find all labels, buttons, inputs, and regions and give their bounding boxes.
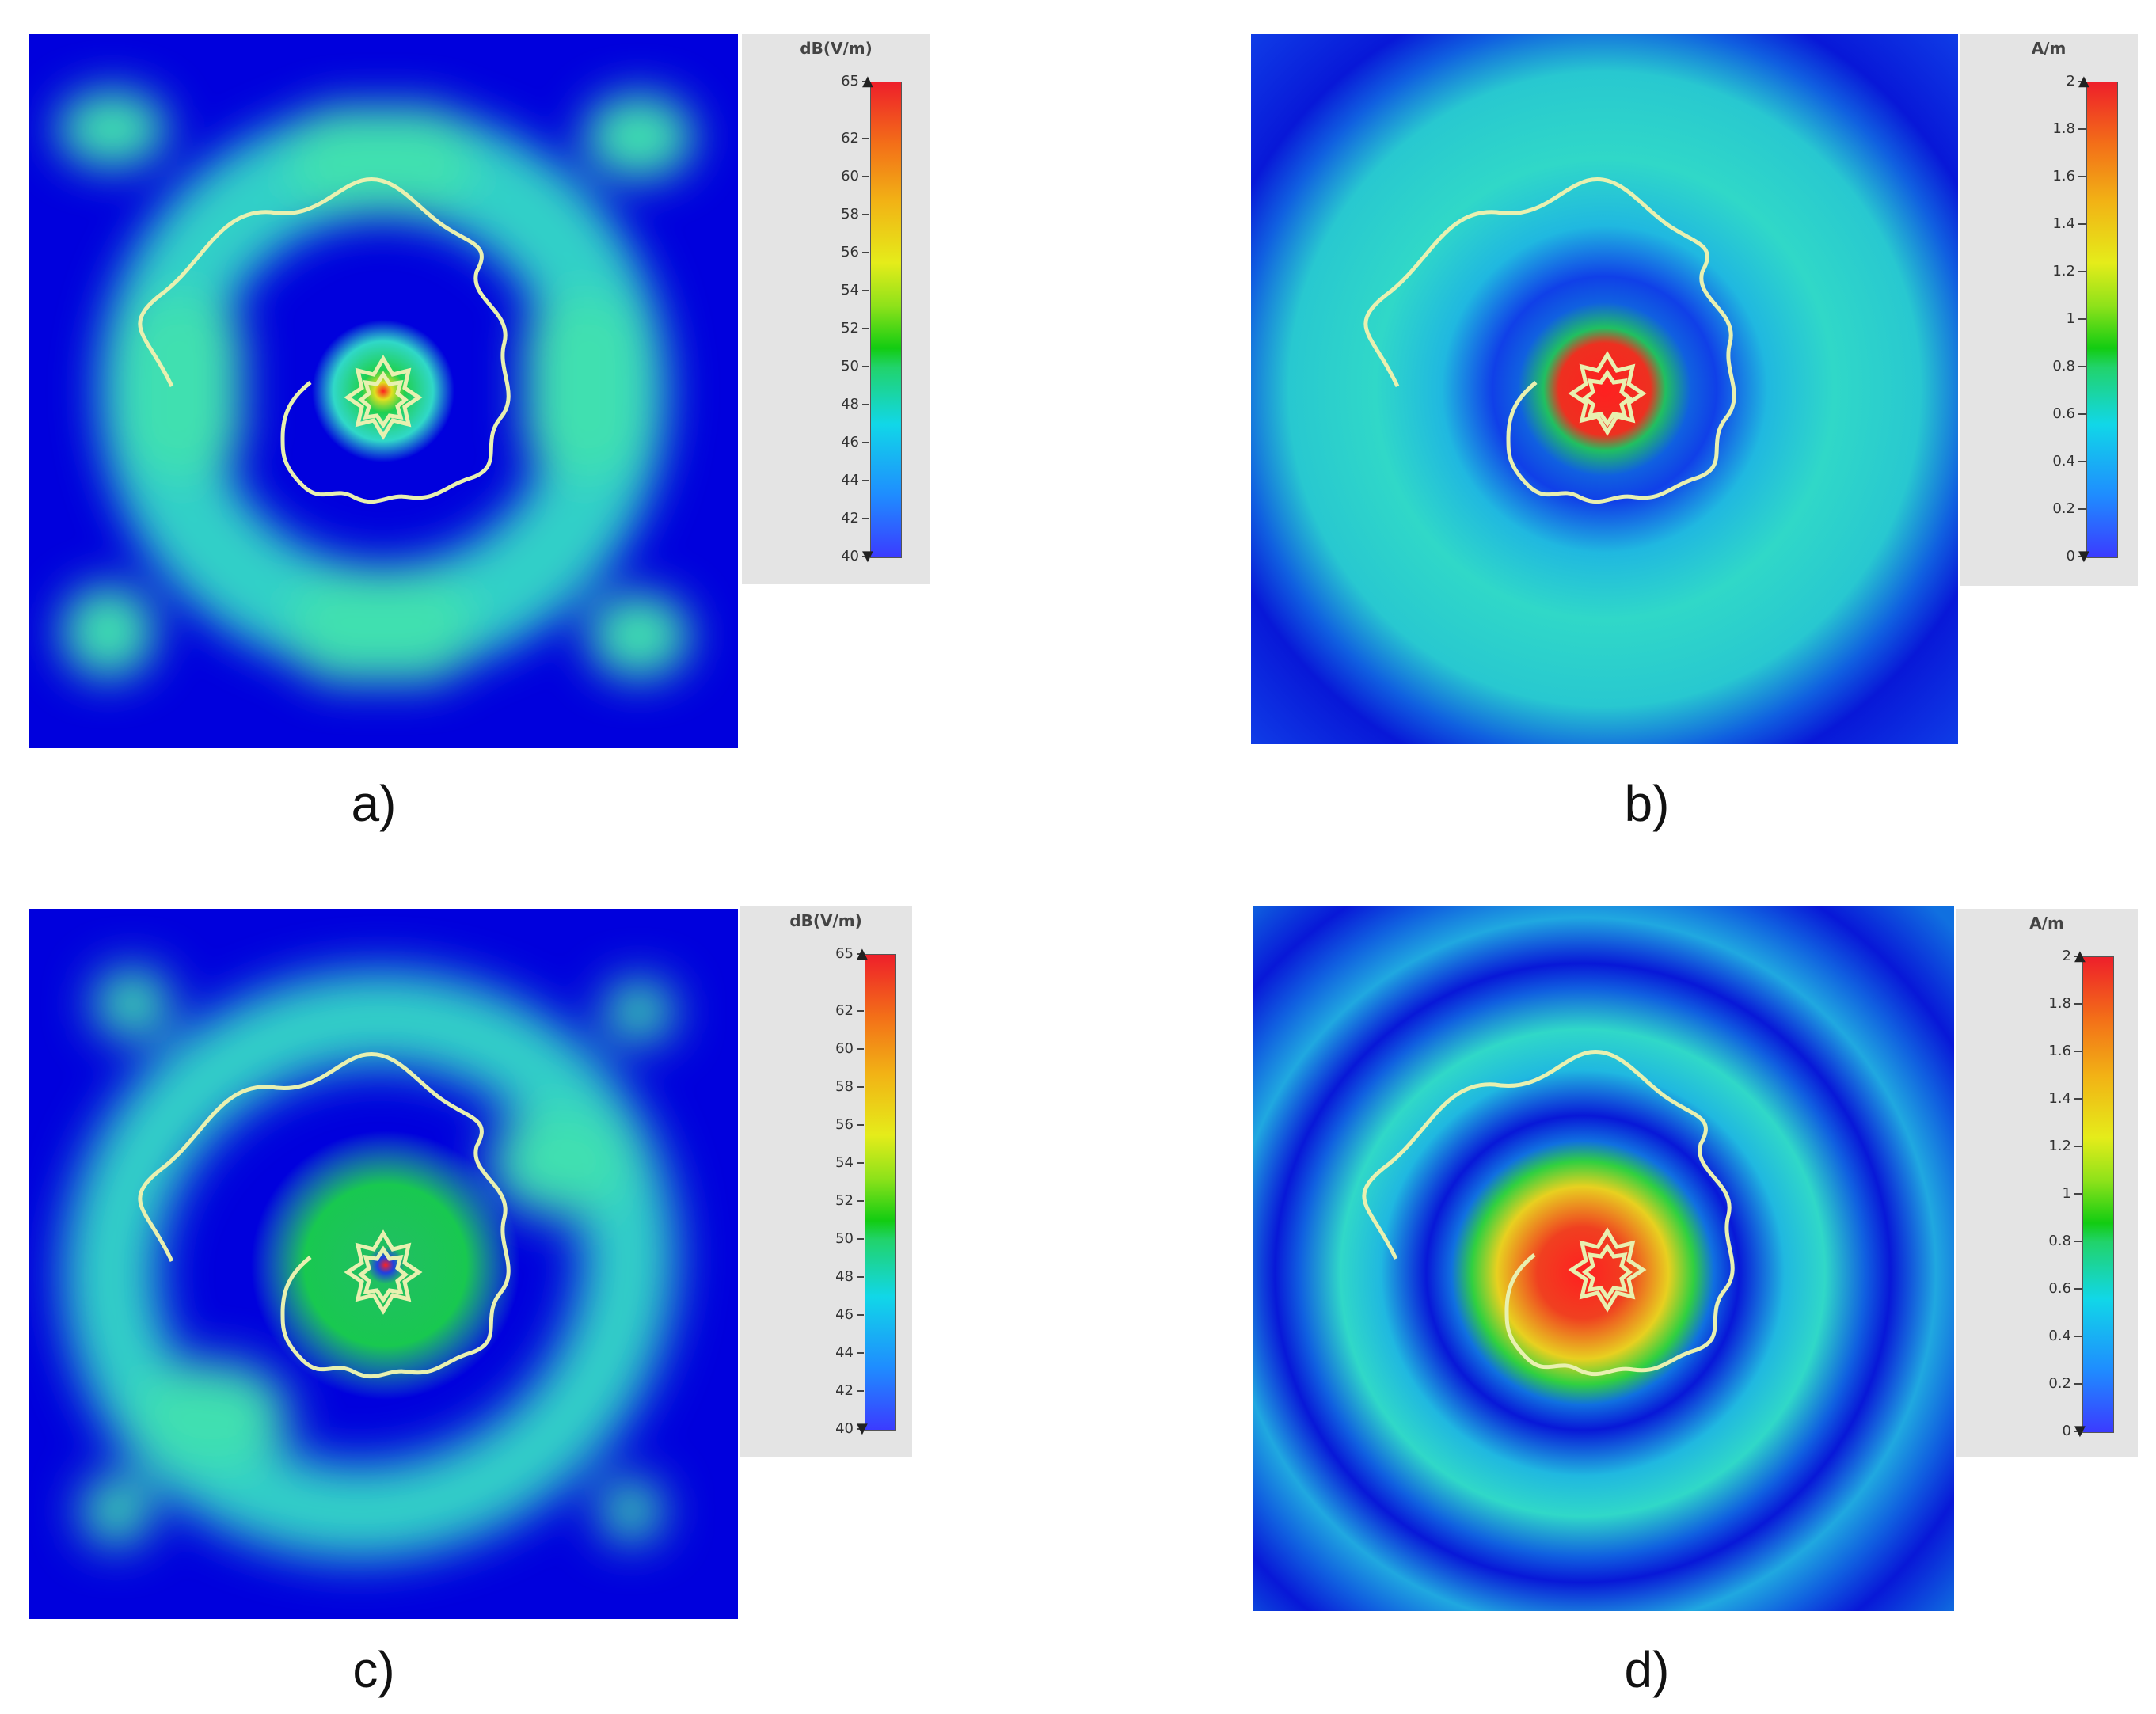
legend-unit-d: A/m [2029, 914, 2064, 933]
legend-tick-label: 42 [798, 1384, 864, 1398]
legend-tick-label: 42 [804, 511, 869, 526]
legend-tick-label: 0.2 [2020, 502, 2086, 516]
legend-tick-label: 60 [804, 169, 869, 184]
legend-tick-label: 0.6 [2020, 407, 2086, 421]
caption-b: b) [1624, 775, 1670, 832]
legend-tick-label: 1.6 [2016, 1044, 2082, 1058]
color-legend-b: A/m 2 1.8 1.6 1.4 1.2 1 0.8 0.6 0.4 0.2 0 ▲ ▼ [1960, 34, 2138, 586]
scale-min-arrow-icon: ▼ [2078, 548, 2089, 564]
legend-tick-label: 2 [2020, 74, 2086, 89]
field-map-c [29, 909, 738, 1619]
legend-unit-c: dB(V/m) [789, 911, 862, 930]
legend-tick-label: 58 [798, 1080, 864, 1094]
scale-max-arrow-icon: ▲ [857, 945, 868, 962]
field-map-b [1251, 34, 1958, 744]
legend-tick-label: 54 [798, 1156, 864, 1170]
caption-c: c) [352, 1641, 395, 1698]
legend-tick-label: 44 [804, 473, 869, 488]
scale-max-arrow-icon: ▲ [2074, 948, 2086, 964]
legend-tick-label: 1.8 [2016, 997, 2082, 1011]
coil-outline-a [138, 177, 511, 504]
legend-tick-label: 56 [804, 245, 869, 260]
color-legend-c: dB(V/m) 65 62 60 58 56 54 52 50 48 46 44 42 40 ▲ ▼ [740, 906, 912, 1457]
legend-tick-label: 58 [804, 207, 869, 222]
legend-tick-label: 1 [2016, 1187, 2082, 1201]
color-legend-d: A/m 2 1.8 1.6 1.4 1.2 1 0.8 0.6 0.4 0.2 0 ▲ ▼ [1956, 909, 2138, 1457]
legend-tick-label: 56 [798, 1118, 864, 1132]
e-field-plot-a [29, 34, 738, 748]
legend-tick-label: 60 [798, 1042, 864, 1056]
legend-tick-label: 0.6 [2016, 1282, 2082, 1296]
legend-tick-label: 50 [804, 359, 869, 374]
color-legend-a: dB(V/m) 65 62 60 58 56 54 52 50 48 46 44 42 40 ▲ ▼ [742, 34, 930, 584]
color-bar-d [2082, 956, 2114, 1433]
legend-tick-label: 46 [798, 1308, 864, 1322]
caption-a: a) [351, 775, 397, 832]
legend-tick-label: 1.4 [2016, 1092, 2082, 1106]
coil-outline-d [1362, 1050, 1735, 1377]
legend-tick-label: 1.2 [2020, 264, 2086, 279]
legend-tick-label: 0 [2020, 549, 2086, 564]
caption-d: d) [1624, 1641, 1670, 1698]
coil-outline-c [138, 1052, 511, 1379]
legend-tick-label: 1.4 [2020, 217, 2086, 231]
scale-min-arrow-icon: ▼ [857, 1420, 868, 1437]
legend-tick-label: 48 [798, 1270, 864, 1284]
legend-tick-label: 1 [2020, 312, 2086, 326]
legend-tick-label: 65 [804, 74, 869, 89]
legend-tick-label: 44 [798, 1346, 864, 1360]
legend-tick-label: 1.8 [2020, 122, 2086, 136]
legend-tick-label: 0 [2016, 1424, 2082, 1438]
h-field-plot-b [1251, 34, 1958, 744]
scale-max-arrow-icon: ▲ [862, 73, 873, 89]
legend-tick-label: 40 [804, 549, 869, 564]
legend-tick-label: 52 [804, 321, 869, 336]
legend-tick-label: 65 [798, 947, 864, 961]
legend-tick-label: 54 [804, 283, 869, 298]
legend-unit-b: A/m [2031, 39, 2067, 58]
e-field-plot-c [29, 909, 738, 1619]
legend-tick-label: 40 [798, 1422, 864, 1436]
legend-tick-label: 52 [798, 1194, 864, 1208]
legend-tick-label: 1.6 [2020, 169, 2086, 184]
field-map-d [1253, 906, 1954, 1611]
color-bar-a [870, 82, 902, 558]
legend-tick-label: 46 [804, 435, 869, 450]
scale-max-arrow-icon: ▲ [2078, 73, 2089, 89]
legend-tick-label: 0.2 [2016, 1377, 2082, 1391]
scale-min-arrow-icon: ▼ [862, 548, 873, 564]
h-field-plot-d [1253, 906, 1954, 1611]
coil-outline-b [1363, 177, 1736, 504]
field-map-a [29, 34, 738, 748]
legend-tick-label: 62 [804, 131, 869, 146]
legend-tick-label: 48 [804, 397, 869, 412]
color-bar-b [2086, 82, 2118, 558]
legend-tick-label: 50 [798, 1232, 864, 1246]
legend-unit-a: dB(V/m) [800, 39, 873, 58]
legend-tick-label: 1.2 [2016, 1139, 2082, 1153]
scale-min-arrow-icon: ▼ [2074, 1423, 2086, 1439]
legend-tick-label: 0.4 [2016, 1329, 2082, 1343]
legend-tick-label: 0.8 [2016, 1234, 2082, 1248]
legend-tick-label: 2 [2016, 949, 2082, 963]
color-bar-c [865, 954, 896, 1431]
legend-tick-label: 62 [798, 1004, 864, 1018]
legend-tick-label: 0.8 [2020, 359, 2086, 374]
legend-tick-label: 0.4 [2020, 454, 2086, 469]
